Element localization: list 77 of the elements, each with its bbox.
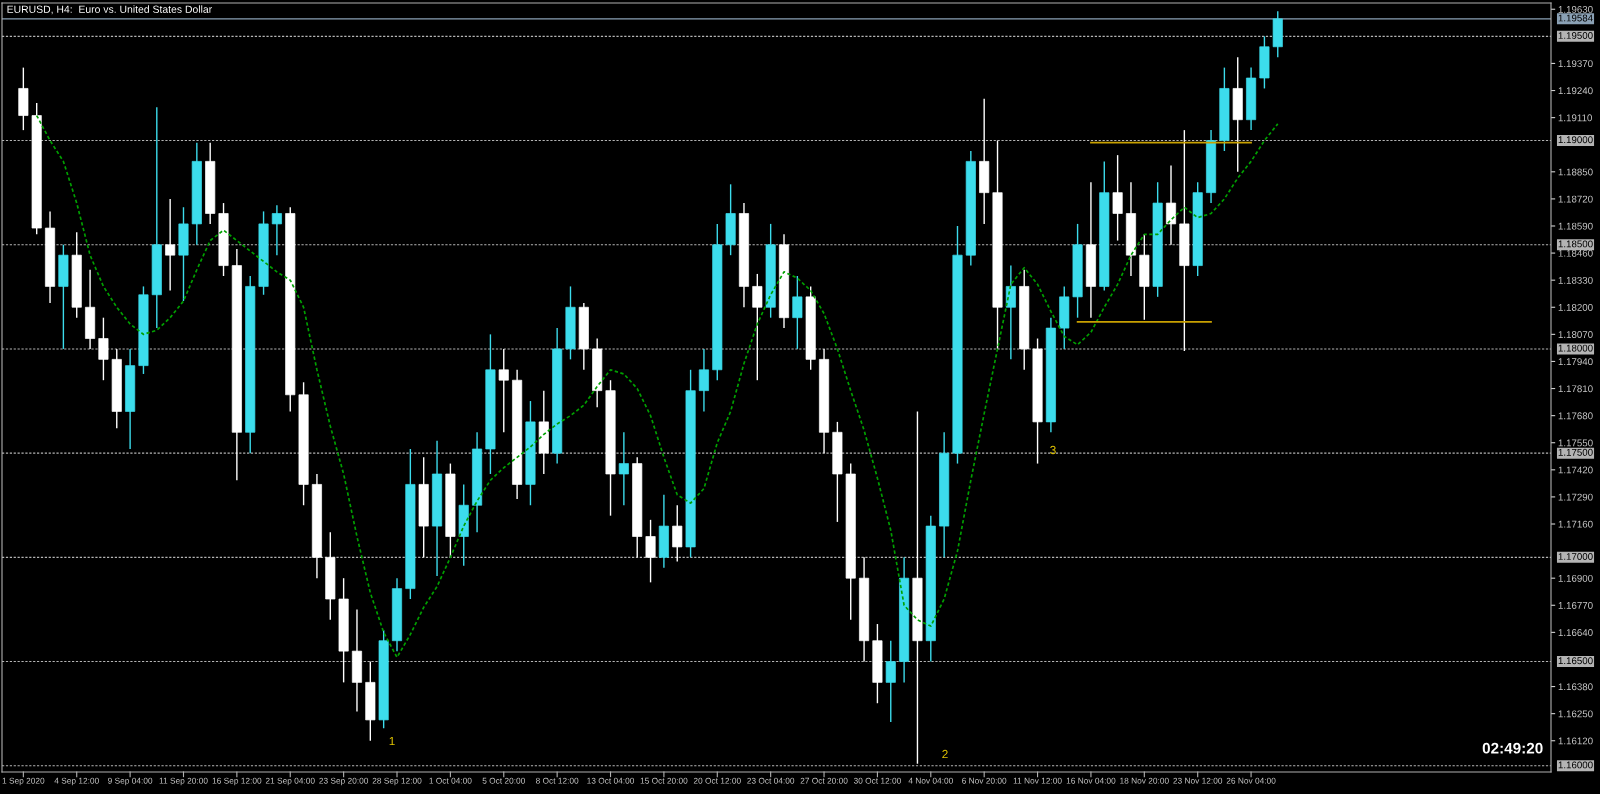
- candlestick: [645, 519, 656, 584]
- x-tick-label: 20 Oct 12:00: [693, 777, 741, 784]
- annotation: 3: [1050, 445, 1056, 455]
- y-tick-label: 1.17550: [1558, 439, 1593, 447]
- y-tick-label: 1.18460: [1558, 249, 1593, 257]
- ref-line-label: 1.19000: [1558, 136, 1593, 144]
- ref-line-label: 1.16000: [1558, 761, 1593, 769]
- y-tick-label: 1.17810: [1558, 385, 1593, 393]
- candlestick: [752, 273, 763, 381]
- y-tick-label: 1.16120: [1558, 737, 1593, 745]
- ref-line-label: 1.18500: [1558, 240, 1593, 248]
- candlestick: [698, 348, 709, 413]
- x-tick-label: 1 Oct 04:00: [429, 777, 472, 784]
- y-tick-label: 1.17290: [1558, 493, 1593, 501]
- candlestick: [498, 348, 509, 434]
- x-tick-label: 9 Sep 04:00: [108, 777, 153, 786]
- y-tick-label: 1.16770: [1558, 602, 1593, 609]
- x-tick-label: 15 Oct 20:00: [640, 777, 688, 784]
- x-tick-label: 16 Nov 04:00: [1066, 777, 1116, 784]
- y-tick-label: 1.17420: [1558, 466, 1593, 474]
- candlestick: [165, 198, 176, 292]
- x-tick-label: 11 Nov 12:00: [1013, 777, 1062, 784]
- y-tick-label: 1.19370: [1558, 60, 1593, 68]
- text: 02:49:20: [1482, 742, 1543, 754]
- y-tick-label: 1.18850: [1558, 168, 1593, 176]
- y-tick-label: 1.17160: [1558, 520, 1593, 528]
- x-tick-label: 26 Nov 04:00: [1226, 777, 1276, 784]
- ref-line-label: 1.17000: [1558, 553, 1593, 560]
- candlestick: [1005, 264, 1016, 361]
- y-tick-label: 1.18070: [1558, 331, 1593, 338]
- candlestick: [618, 431, 629, 506]
- x-tick-label: 4 Sep 12:00: [54, 777, 99, 786]
- y-tick-label: 1.19630: [1558, 5, 1593, 13]
- annotation: 1: [389, 736, 395, 746]
- ref-line-label: 1.19500: [1558, 32, 1593, 39]
- ref-line-label: 1.16500: [1558, 657, 1593, 665]
- candlestick: [1165, 164, 1177, 246]
- x-tick-label: 28 Sep 12:00: [372, 777, 422, 786]
- x-tick-label: 30 Oct 12:00: [853, 777, 901, 784]
- ref-line-label: 1.18000: [1558, 344, 1593, 352]
- candlestick: [885, 640, 896, 723]
- x-tick-label: 18 Nov 20:00: [1120, 777, 1169, 784]
- x-tick-label: 21 Sep 04:00: [265, 777, 315, 786]
- chart-title: EURUSD, H4: Euro vs. United States Dollar: [7, 5, 212, 15]
- candlestick: [672, 504, 683, 563]
- x-tick-label: 23 Nov 12:00: [1173, 777, 1223, 784]
- candlestick: [792, 275, 803, 350]
- y-tick-label: 1.18330: [1558, 276, 1593, 284]
- ref-line-label: 1.19584: [1558, 14, 1593, 22]
- y-tick-label: 1.16380: [1558, 683, 1593, 691]
- x-tick-label: 4 Nov 04:00: [908, 777, 953, 784]
- ref-line-label: 1.17500: [1558, 448, 1593, 456]
- x-tick-label: 1 Sep 2020: [2, 777, 45, 786]
- y-tick-label: 1.16640: [1558, 629, 1593, 636]
- y-tick-label: 1.16900: [1558, 574, 1593, 582]
- y-tick-label: 1.17680: [1558, 412, 1593, 420]
- x-tick-label: 6 Nov 20:00: [962, 777, 1007, 784]
- x-tick-label: 13 Oct 04:00: [587, 777, 635, 784]
- x-tick-label: 11 Sep 20:00: [159, 777, 208, 786]
- y-tick-label: 1.17940: [1558, 358, 1593, 366]
- y-tick-label: 1.18720: [1558, 195, 1593, 203]
- candlestick: [98, 316, 109, 381]
- x-tick-label: 5 Oct 20:00: [482, 777, 525, 784]
- y-tick-label: 1.19240: [1558, 87, 1593, 95]
- y-tick-label: 1.18590: [1558, 222, 1593, 230]
- y-tick-label: 1.18200: [1558, 304, 1593, 311]
- x-tick-label: 23 Oct 04:00: [747, 777, 795, 784]
- candlestick: [271, 204, 282, 256]
- y-tick-label: 1.16250: [1558, 710, 1593, 718]
- x-tick-label: 23 Sep 20:00: [319, 777, 369, 786]
- x-tick-label: 8 Oct 12:00: [535, 777, 579, 784]
- x-tick-label: 16 Sep 12:00: [212, 777, 262, 786]
- x-tick-label: 27 Oct 20:00: [800, 777, 848, 784]
- y-tick-label: 1.19110: [1558, 114, 1592, 122]
- line-series: [35, 114, 1279, 659]
- candlestick: [1112, 154, 1123, 242]
- annotation: 2: [942, 749, 948, 759]
